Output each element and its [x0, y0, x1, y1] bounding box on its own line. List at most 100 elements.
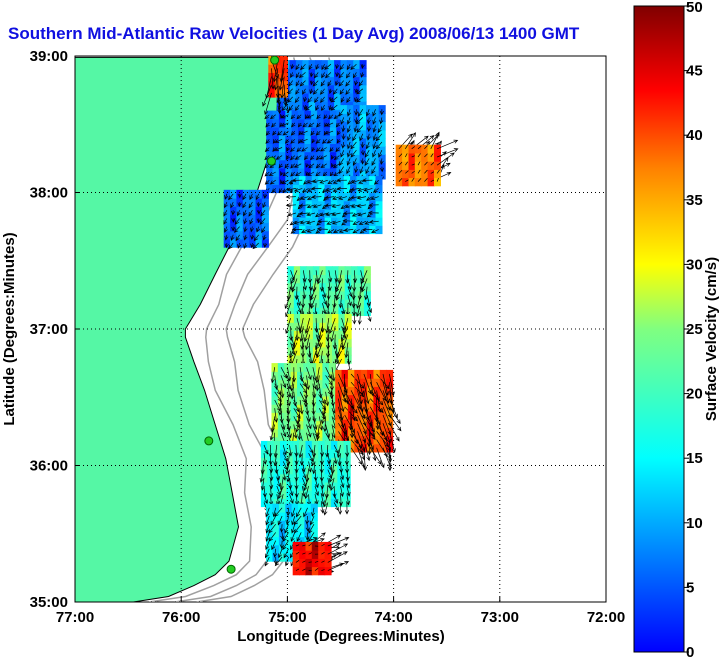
colorbar-tick-label: 10	[686, 515, 703, 532]
velocity-cell	[310, 167, 318, 177]
velocity-arrow	[344, 502, 350, 515]
velocity-cell	[291, 151, 299, 161]
velocity-arrow	[224, 242, 229, 249]
velocity-cell	[408, 144, 416, 154]
velocity-arrow	[296, 196, 303, 201]
velocity-arrow	[355, 117, 364, 125]
velocity-cell	[319, 338, 327, 348]
velocity-arrow	[248, 210, 253, 217]
velocity-cell	[242, 214, 250, 224]
velocity-arrow	[308, 524, 315, 534]
velocity-cell	[315, 60, 322, 69]
velocity-arrow	[294, 104, 300, 112]
velocity-cell	[372, 129, 380, 139]
velocity-arrow	[341, 141, 346, 149]
velocity-arrow	[320, 408, 326, 425]
velocity-cell	[278, 511, 286, 521]
velocity-arrow	[369, 439, 377, 462]
velocity-arrow	[335, 122, 341, 128]
velocity-cell	[310, 511, 318, 521]
velocity-arrow	[382, 398, 392, 419]
velocity-cell	[340, 146, 348, 155]
velocity-arrow	[333, 502, 339, 511]
velocity-cell	[372, 113, 380, 123]
velocity-arrow	[366, 302, 372, 314]
x-tick-label: 74:00	[374, 609, 412, 626]
velocity-arrow	[360, 141, 365, 149]
velocity-arrow	[310, 130, 315, 136]
velocity-arrow	[243, 226, 248, 233]
velocity-arrow	[345, 72, 351, 79]
velocity-arrow	[364, 150, 370, 158]
velocity-cell	[324, 566, 332, 576]
velocity-arrow	[293, 515, 302, 526]
velocity-cell	[278, 151, 286, 161]
velocity-arrow	[371, 158, 376, 166]
velocity-cell	[353, 121, 361, 131]
velocity-arrow	[331, 163, 335, 168]
velocity-arrow	[330, 461, 335, 475]
velocity-arrow	[379, 166, 385, 173]
velocity-arrow	[255, 193, 260, 201]
velocity-cell	[310, 110, 318, 120]
velocity-cell	[310, 528, 318, 538]
velocity-cell	[434, 161, 441, 170]
velocity-arrow	[303, 179, 309, 185]
velocity-cell	[242, 189, 250, 199]
velocity-cell	[323, 159, 331, 169]
velocity-cell	[272, 503, 280, 513]
velocity-arrow	[265, 139, 270, 144]
velocity-cell	[230, 238, 238, 248]
velocity-cell	[323, 135, 331, 144]
velocity-arrow	[250, 242, 255, 249]
velocity-cell	[332, 314, 339, 323]
velocity-cell	[369, 184, 377, 194]
velocity-cell	[343, 200, 351, 210]
velocity-cell	[421, 144, 429, 154]
velocity-cell	[427, 169, 435, 179]
velocity-arrow	[265, 122, 270, 128]
velocity-cell	[223, 222, 231, 232]
velocity-arrow	[262, 453, 268, 465]
velocity-arrow	[367, 204, 373, 210]
velocity-cell	[291, 159, 299, 169]
velocity-arrow	[341, 125, 346, 133]
velocity-arrow	[305, 375, 310, 391]
velocity-arrow	[290, 229, 297, 234]
velocity-cell	[305, 473, 313, 483]
velocity-arrow	[359, 133, 364, 142]
velocity-cell	[324, 550, 332, 559]
velocity-cell	[378, 113, 386, 123]
velocity-arrow	[376, 373, 390, 390]
velocity-arrow	[289, 494, 294, 505]
velocity-cell	[285, 118, 293, 128]
velocity-cell	[266, 110, 274, 120]
velocity-arrow	[295, 80, 300, 87]
velocity-arrow	[358, 80, 364, 87]
x-axis-label: Longitude (Degrees:Minutes)	[237, 628, 445, 645]
velocity-cell	[395, 177, 403, 187]
velocity-arrow	[382, 423, 391, 444]
velocity-arrow	[357, 286, 362, 301]
velocity-arrow	[273, 68, 279, 91]
velocity-cell	[366, 137, 373, 147]
velocity-arrow	[279, 524, 284, 533]
velocity-cell	[292, 550, 300, 559]
velocity-cell	[341, 435, 349, 445]
velocity-cell	[293, 274, 301, 284]
velocity-arrow	[374, 398, 379, 423]
velocity-cell	[414, 161, 422, 170]
velocity-cell	[274, 80, 282, 90]
velocity-arrow	[230, 234, 235, 241]
velocity-arrow	[306, 220, 316, 225]
velocity-cell	[334, 84, 342, 94]
velocity-arrow	[345, 444, 350, 458]
velocity-arrow	[290, 147, 296, 153]
velocity-cell	[434, 152, 441, 162]
velocity-cell	[223, 198, 231, 207]
velocity-cell	[414, 144, 422, 154]
velocity-arrow	[223, 218, 228, 225]
velocity-cell	[319, 354, 327, 364]
y-tick-label: 39:00	[30, 48, 68, 65]
velocity-cell	[310, 159, 318, 169]
